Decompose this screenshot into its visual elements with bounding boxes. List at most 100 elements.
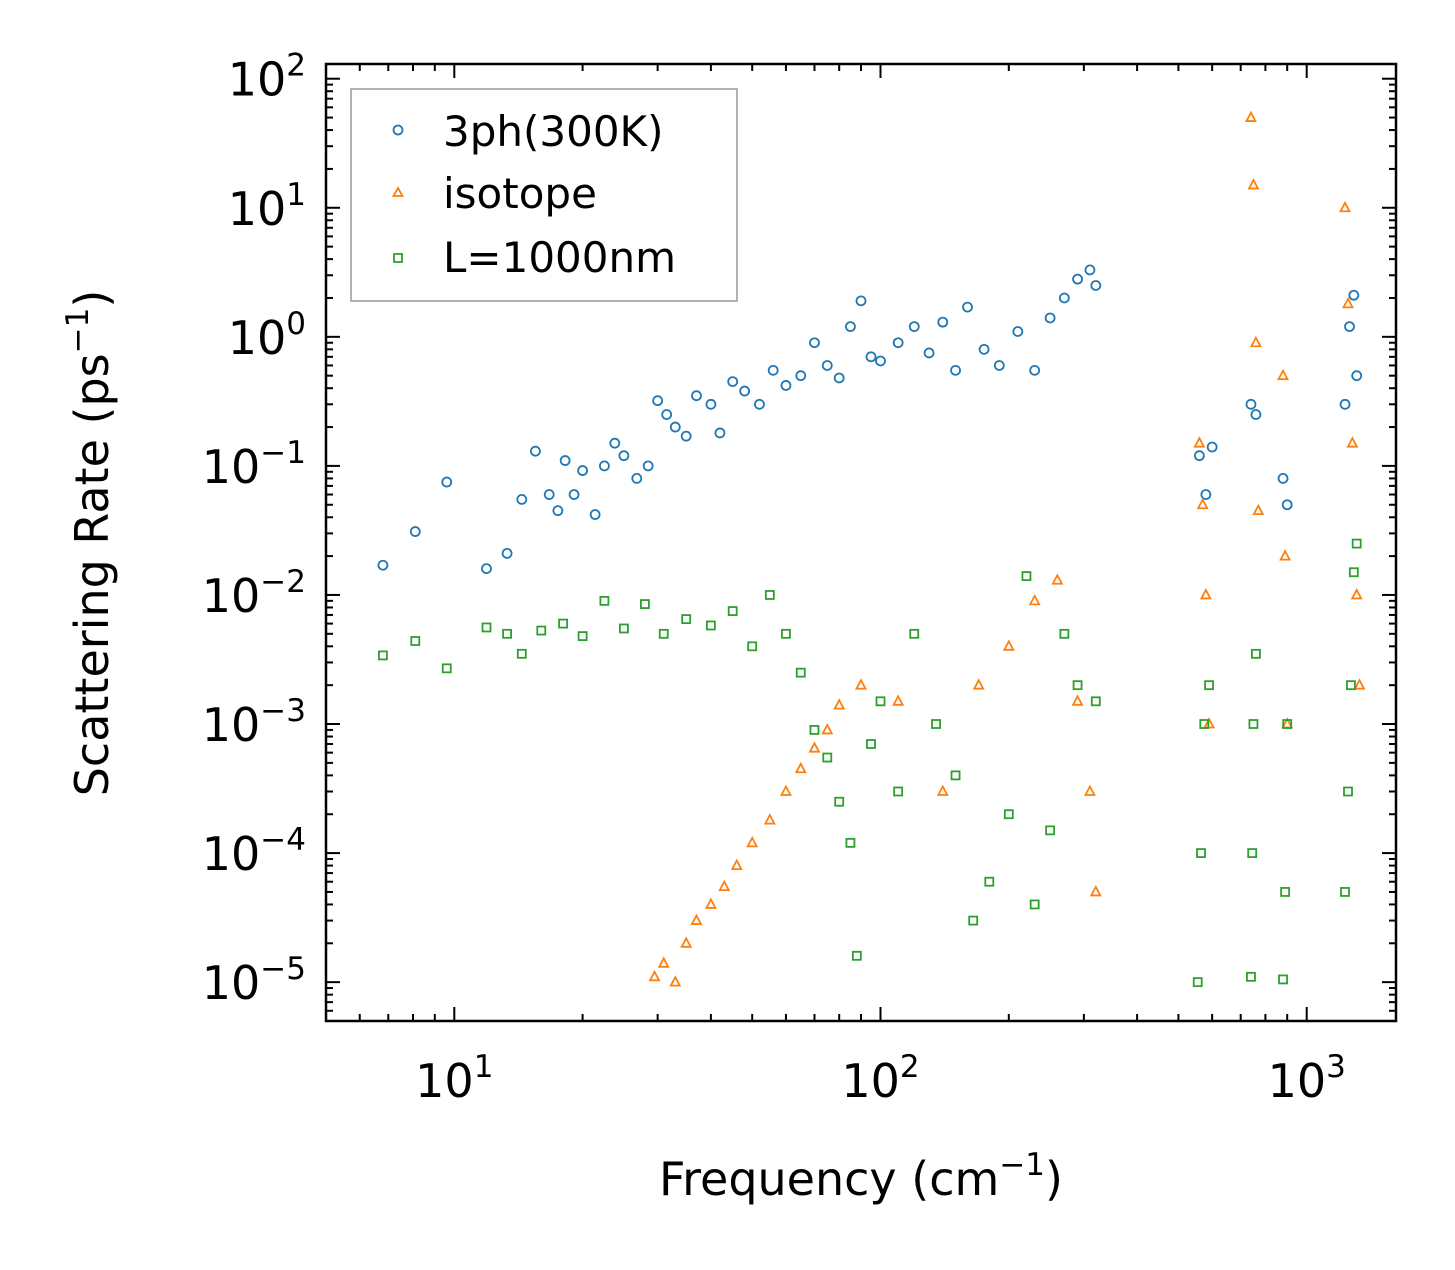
point-0-15 — [618, 450, 630, 462]
point-0-23 — [705, 398, 717, 410]
point-0-41 — [937, 316, 949, 328]
point-0-18 — [652, 395, 664, 407]
point-2-3 — [481, 622, 492, 633]
point-0-50 — [1072, 273, 1083, 285]
point-1-1 — [657, 956, 670, 968]
point-2-15 — [727, 606, 738, 616]
point-2-11 — [639, 599, 650, 609]
point-0-54 — [1200, 489, 1212, 500]
point-0-43 — [962, 301, 973, 313]
point-2-5 — [516, 648, 527, 659]
x-tick-label-2: 103 — [1268, 1049, 1346, 1108]
point-0-47 — [1029, 364, 1041, 376]
point-0-55 — [1206, 441, 1218, 453]
point-2-27 — [893, 786, 904, 797]
point-0-52 — [1090, 280, 1102, 291]
point-1-18 — [972, 678, 985, 690]
point-2-28 — [909, 628, 920, 639]
point-2-37 — [1059, 628, 1070, 639]
legend-box — [350, 88, 738, 302]
point-2-48 — [1278, 974, 1288, 985]
point-0-45 — [993, 360, 1005, 371]
point-2-49 — [1280, 887, 1291, 897]
point-1-22 — [1071, 694, 1084, 706]
point-2-52 — [1343, 786, 1353, 797]
y-tick-label-6: 101 — [228, 177, 306, 236]
point-2-0 — [378, 650, 388, 661]
point-1-31 — [1249, 335, 1262, 348]
point-2-38 — [1072, 680, 1083, 691]
point-1-2 — [669, 975, 682, 987]
point-0-12 — [589, 509, 601, 520]
point-0-48 — [1044, 312, 1056, 324]
point-0-51 — [1084, 264, 1096, 276]
point-2-1 — [410, 636, 421, 646]
y-tick-label-3: 10−2 — [202, 564, 306, 623]
point-2-41 — [1196, 848, 1206, 858]
point-2-23 — [845, 837, 856, 848]
point-1-12 — [808, 741, 821, 753]
point-1-16 — [892, 694, 905, 706]
series-0 — [377, 264, 1363, 575]
point-2-42 — [1199, 719, 1210, 729]
point-0-4 — [501, 547, 513, 559]
point-2-51 — [1340, 887, 1350, 897]
point-0-36 — [865, 351, 877, 363]
point-1-5 — [704, 897, 717, 909]
x-tick-label-1: 102 — [841, 1049, 919, 1108]
point-2-13 — [681, 614, 692, 625]
point-0-19 — [661, 409, 673, 420]
point-0-32 — [821, 360, 833, 371]
point-0-37 — [875, 355, 886, 367]
point-0-11 — [577, 465, 588, 476]
point-0-29 — [780, 380, 792, 391]
plot-frame — [324, 62, 1398, 1023]
point-0-6 — [530, 445, 541, 457]
point-2-54 — [1348, 567, 1359, 578]
point-2-19 — [795, 667, 806, 678]
point-1-40 — [1353, 678, 1366, 690]
point-1-32 — [1252, 503, 1265, 516]
point-1-3 — [680, 936, 693, 948]
point-0-56 — [1245, 398, 1257, 410]
point-0-25 — [727, 376, 739, 387]
point-2-18 — [781, 628, 791, 639]
point-2-12 — [658, 628, 669, 639]
point-0-60 — [1339, 398, 1351, 410]
point-0-34 — [845, 321, 856, 333]
point-2-46 — [1248, 719, 1259, 729]
point-2-29 — [931, 719, 941, 729]
y-tick-label-4: 10−1 — [202, 435, 306, 494]
point-0-30 — [795, 370, 807, 382]
point-1-26 — [1196, 497, 1209, 510]
point-0-27 — [754, 398, 765, 410]
point-1-0 — [648, 969, 661, 982]
point-1-36 — [1339, 200, 1352, 213]
point-0-5 — [516, 494, 528, 505]
legend: 3ph(300K) isotope L=1000nm — [350, 88, 738, 302]
point-0-62 — [1348, 289, 1360, 301]
point-2-17 — [764, 590, 775, 600]
point-1-13 — [821, 723, 834, 735]
y-tick-label-0: 10−5 — [202, 951, 306, 1010]
point-0-22 — [691, 390, 702, 402]
point-2-16 — [747, 641, 758, 652]
point-0-0 — [377, 559, 389, 571]
y-tick-label-2: 10−3 — [202, 693, 306, 752]
point-2-47 — [1251, 648, 1261, 659]
point-1-39 — [1350, 588, 1363, 600]
legend-marker-isotope — [391, 186, 405, 197]
point-2-55 — [1351, 538, 1362, 549]
x-tick-labels: 101 102 103 — [415, 1049, 1346, 1108]
point-1-29 — [1244, 110, 1257, 122]
series-2 — [378, 538, 1362, 988]
point-2-20 — [809, 725, 820, 735]
point-2-31 — [968, 915, 979, 926]
point-2-10 — [619, 623, 629, 634]
point-1-4 — [690, 913, 703, 925]
point-0-38 — [892, 337, 904, 349]
point-2-34 — [1021, 571, 1032, 581]
point-2-4 — [502, 628, 512, 639]
point-0-13 — [599, 460, 610, 472]
